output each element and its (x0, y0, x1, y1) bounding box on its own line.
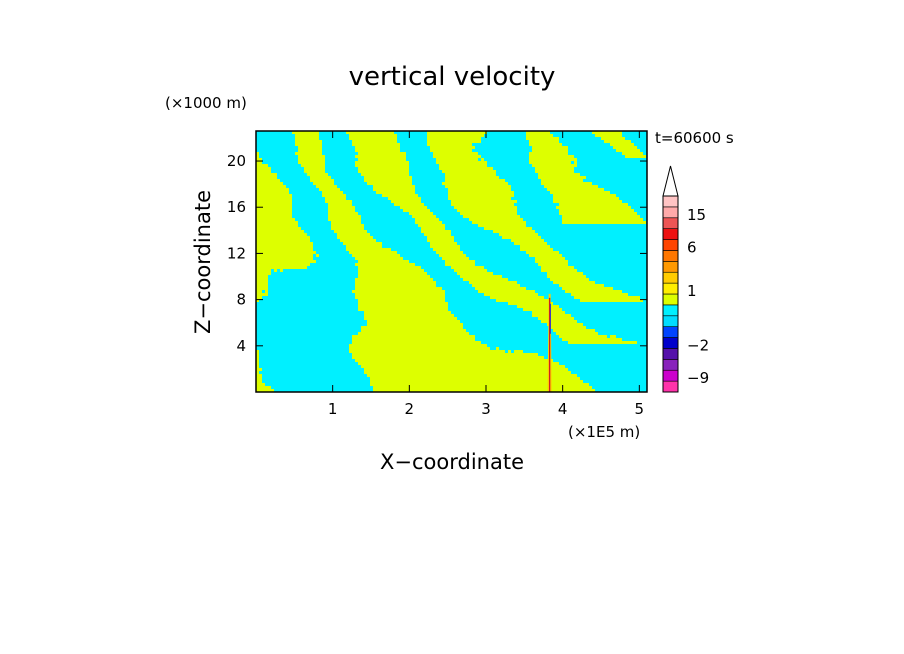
colorbar-extension (662, 165, 679, 197)
y-axis-label: Z−coordinate (191, 190, 215, 334)
colorbar-segment (662, 337, 679, 349)
colorbar-segment (662, 369, 679, 382)
x-unit-label: (×1E5 m) (568, 423, 640, 441)
x-tick-label: 5 (635, 400, 645, 418)
updraft-bands (256, 131, 646, 392)
colorbar-segment (662, 228, 679, 240)
colorbar-label: 15 (687, 206, 706, 224)
colorbar-segment (662, 261, 679, 273)
y-tick-label: 20 (227, 152, 246, 170)
colorbar-segment (662, 304, 679, 317)
x-tick-label: 4 (558, 400, 568, 418)
y-unit-label: (×1000 m) (165, 94, 247, 112)
colorbar-label: −9 (687, 369, 709, 387)
time-label: t=60600 s (655, 129, 734, 147)
colorbar-segment (662, 348, 679, 360)
colorbar-segment (662, 217, 679, 229)
x-tick-label: 3 (481, 400, 491, 418)
chart-title: vertical velocity (349, 62, 556, 92)
colorbar: 15 6 1 −2 −9 (662, 165, 709, 393)
colorbar-segment (662, 282, 679, 295)
colorbar-segment (662, 380, 679, 393)
heatmap-field (256, 131, 647, 392)
y-axis: 4 8 12 16 20 (227, 152, 647, 355)
colorbar-segment (662, 293, 679, 306)
colorbar-segment (662, 359, 679, 371)
colorbar-segment (662, 271, 679, 284)
colorbar-segment (662, 239, 679, 251)
colorbar-segment (662, 206, 679, 219)
updraft-column (547, 293, 552, 392)
x-axis-label: X−coordinate (380, 450, 524, 474)
colorbar-segment (662, 195, 679, 208)
colorbar-frame (662, 195, 679, 393)
x-axis: 1 2 3 4 5 (328, 131, 644, 418)
plot-frame (255, 130, 648, 393)
colorbar-segment (662, 326, 679, 338)
colorbar-label: 6 (687, 238, 697, 256)
colorbar-segment (662, 315, 679, 327)
colorbar-label: −2 (687, 336, 709, 354)
colorbar-segment (662, 250, 679, 262)
colorbar-label: 1 (687, 282, 697, 300)
x-tick-label: 2 (405, 400, 415, 418)
y-tick-label: 8 (236, 291, 246, 309)
y-tick-label: 4 (236, 337, 246, 355)
y-tick-label: 16 (227, 198, 246, 216)
y-tick-label: 12 (227, 244, 246, 262)
x-tick-label: 1 (328, 400, 338, 418)
